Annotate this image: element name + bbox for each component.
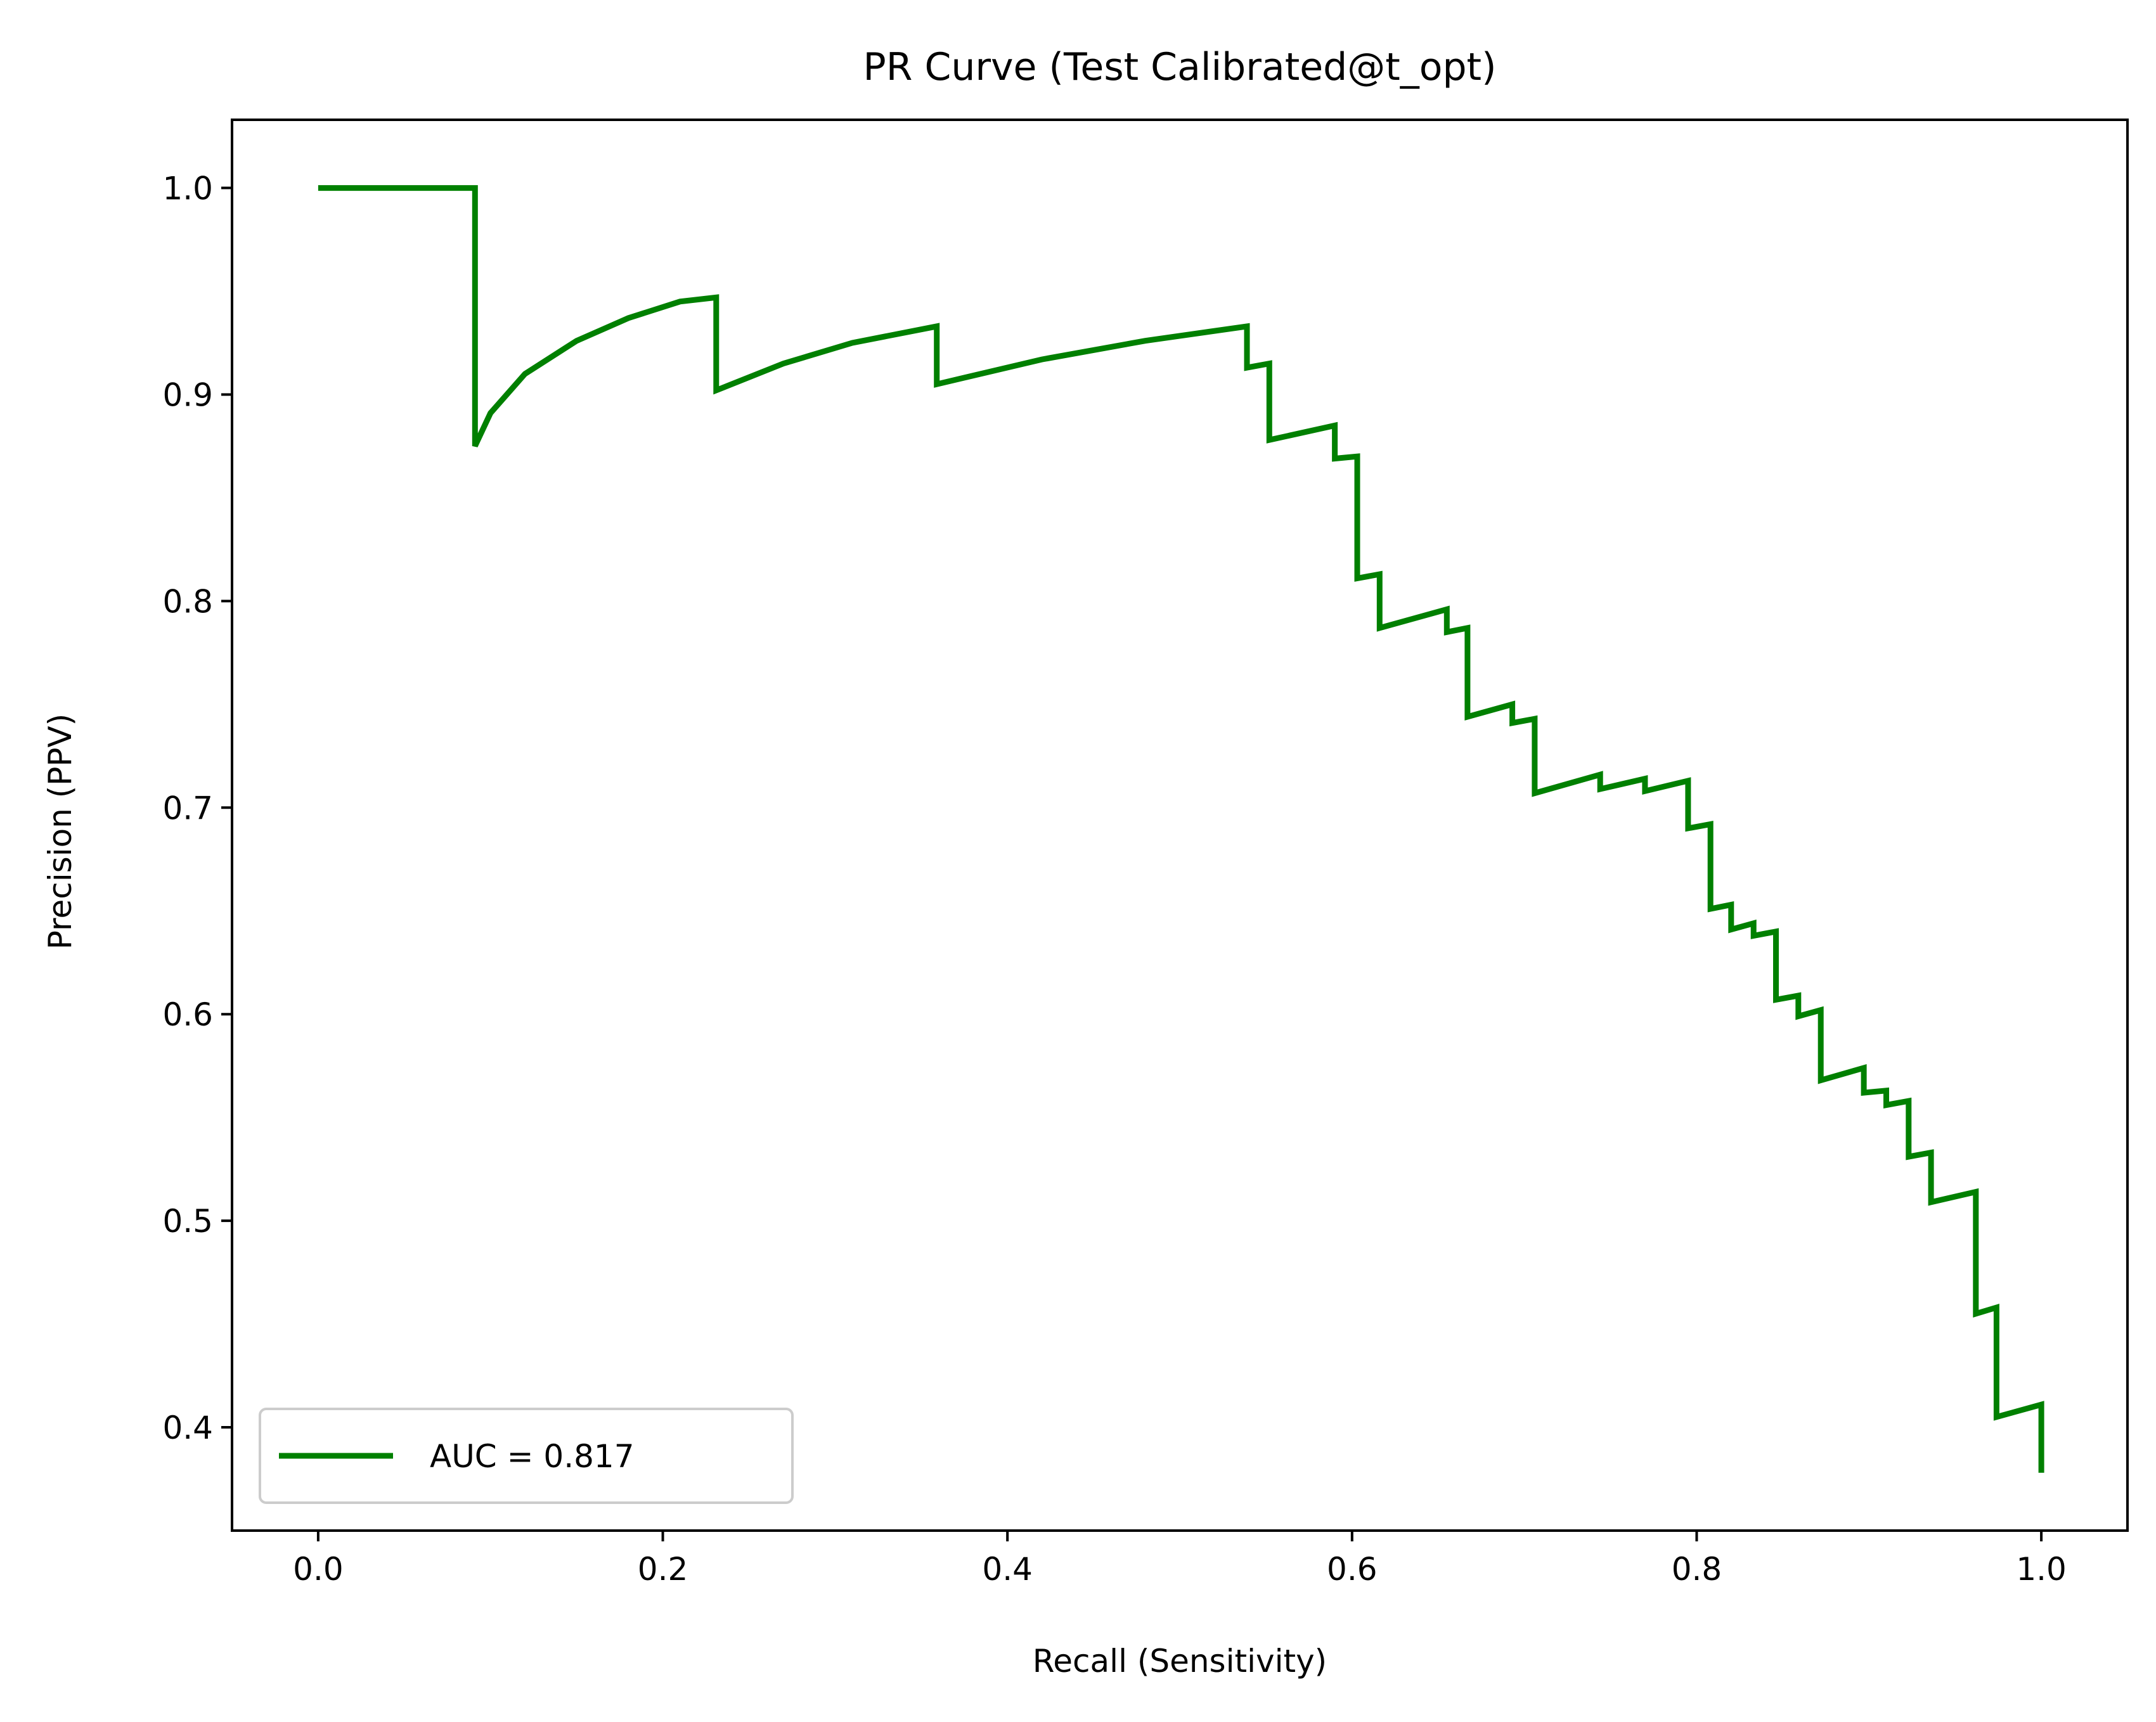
- plot-area: [232, 120, 2127, 1531]
- y-axis-title: Precision (PPV): [42, 714, 79, 950]
- y-axis: 0.4 0.5 0.6 0.7 0.8 0.9 1.0: [162, 170, 232, 1446]
- x-tick-label: 0.6: [1327, 1551, 1378, 1588]
- y-tick-label: 0.4: [162, 1410, 213, 1446]
- legend: AUC = 0.817: [259, 1408, 794, 1504]
- x-axis: 0.0 0.2 0.4 0.6 0.8 1.0: [293, 1531, 2067, 1588]
- legend-label: AUC = 0.817: [430, 1438, 635, 1475]
- x-tick-label: 0.8: [1672, 1551, 1722, 1588]
- x-tick-label: 0.0: [293, 1551, 344, 1588]
- legend-box: [259, 1408, 794, 1504]
- pr-curve-line: [318, 185, 2044, 1473]
- x-tick-label: 0.4: [982, 1551, 1033, 1588]
- x-tick-label: 1.0: [2016, 1551, 2067, 1588]
- plot-frame: [231, 119, 2129, 1532]
- y-tick-label: 0.9: [162, 376, 213, 413]
- x-tick-label: 0.2: [638, 1551, 688, 1588]
- chart-title: PR Curve (Test Calibrated@t_opt): [863, 45, 1497, 89]
- y-tick-label: 0.6: [162, 996, 213, 1033]
- y-tick-label: 0.7: [162, 790, 213, 826]
- y-tick-label: 1.0: [162, 170, 213, 207]
- x-axis-title: Recall (Sensitivity): [1033, 1643, 1327, 1680]
- y-tick-label: 0.5: [162, 1203, 213, 1240]
- y-tick-label: 0.8: [162, 583, 213, 620]
